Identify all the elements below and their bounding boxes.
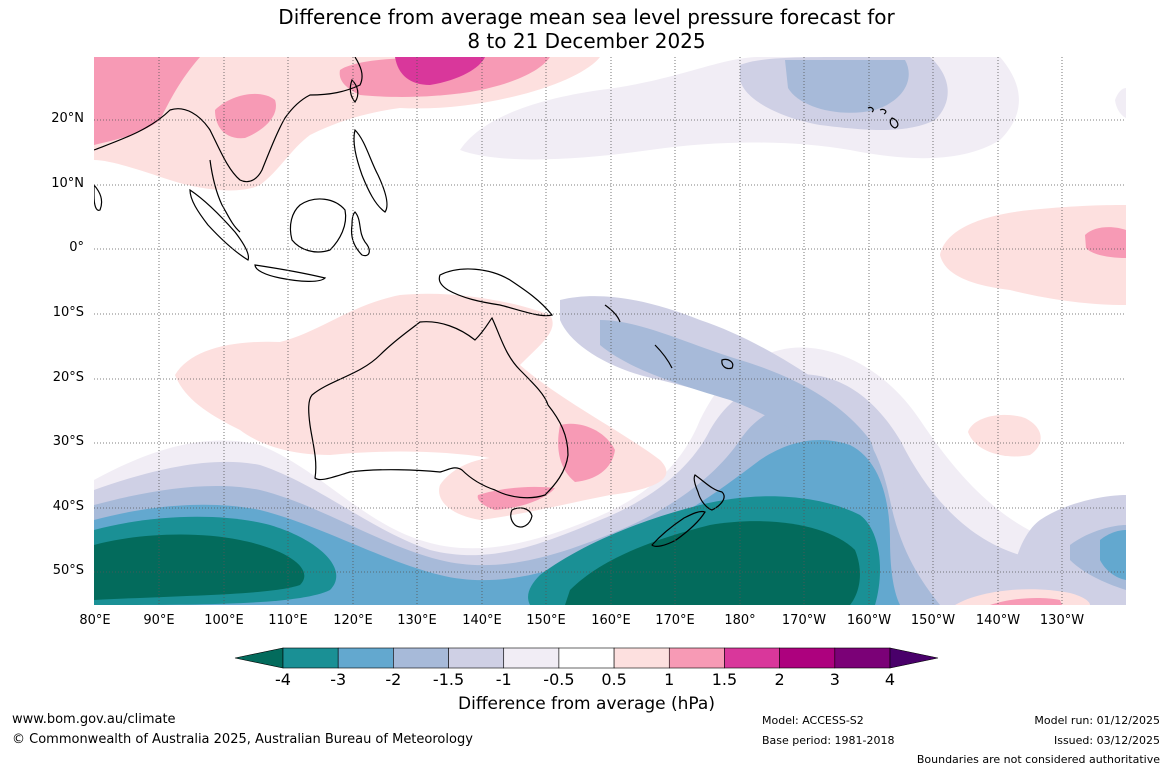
colorbar-tick-label: 1 [664, 670, 675, 689]
colorbar-cell [448, 647, 505, 669]
anomaly-region-dark-teal [94, 534, 305, 600]
coastline-hawaii [867, 106, 899, 129]
anomaly-region-light-pink-subtropical-east [968, 414, 1041, 457]
issued-date: Issued: 03/12/2025 [1053, 734, 1160, 747]
coastline-taiwan [349, 78, 359, 103]
coastline-malay-peninsula [209, 159, 241, 233]
anomaly-region-pink-east-australia [558, 423, 615, 482]
coastline-new-zealand-south [651, 510, 706, 547]
lon-label-150w: 150°W [910, 613, 956, 628]
colorbar-tick-label: -3 [330, 670, 347, 689]
anomaly-region-steel-blue-north [785, 60, 909, 113]
colorbar-extend-low [234, 647, 284, 669]
colorbar-cell [558, 647, 615, 669]
colorbar-cell [337, 647, 394, 669]
coastline-philippines [353, 128, 388, 213]
colorbar-extend-high [889, 647, 939, 669]
anomaly-region-blue-east [1100, 530, 1126, 580]
colorbar-tick-label: 3 [829, 670, 840, 689]
coastline-new-caledonia [654, 344, 673, 369]
lon-label-160w: 160°W [846, 613, 892, 628]
model-run-date: Model run: 01/12/2025 [1034, 714, 1160, 727]
lon-label-130e: 130°E [397, 613, 437, 628]
colorbar-cell [779, 647, 836, 669]
anomaly-region-steel-blue-tropical [600, 320, 874, 464]
map-title-line1: Difference from average mean sea level p… [278, 5, 895, 29]
anomaly-region-pink-equatorial-east [1085, 227, 1126, 258]
graticule [94, 57, 1126, 605]
coastline-tasmania [510, 507, 533, 528]
anomaly-region-pink-far-south [990, 597, 1062, 605]
coastline-sri-lanka [94, 184, 103, 211]
lon-label-90e: 90°E [143, 613, 175, 628]
colorbar-cell [668, 647, 725, 669]
coastline-new-zealand-north [693, 474, 725, 511]
lon-label-170e: 170°E [655, 613, 695, 628]
coastline-indochina [94, 57, 363, 183]
coastlines [94, 57, 899, 547]
lat-label-40s: 40°S [52, 499, 84, 514]
colorbar-tick-label: 2 [774, 670, 785, 689]
coastline-vanuatu-fiji [604, 304, 734, 370]
colorbar-tick-label: -0.5 [543, 670, 575, 689]
anomaly-region-dark-teal-tasman [565, 521, 860, 605]
lat-label-0: 0° [69, 240, 84, 255]
colorbar-cell [834, 647, 891, 669]
boundaries-disclaimer: Boundaries are not considered authoritat… [916, 753, 1160, 766]
anomaly-region-light-pink-australia [175, 293, 667, 520]
coastline-sulawesi [350, 211, 370, 257]
colorbar-tick-label: 4 [884, 670, 896, 689]
colorbar-tick-label: 1.5 [711, 670, 738, 689]
colorbar-cell [393, 647, 449, 669]
base-period: Base period: 1981-2018 [762, 734, 895, 747]
colorbar-tick-label: -2 [385, 670, 402, 689]
anomaly-region-magenta-north [395, 57, 485, 85]
model-name: Model: ACCESS-S2 [762, 714, 864, 727]
website-link[interactable]: www.bom.gov.au/climate [12, 712, 176, 727]
anomaly-region-pink-mainland [215, 93, 276, 139]
lon-label-140e: 140°E [462, 613, 502, 628]
lon-label-120e: 120°E [333, 613, 373, 628]
lon-label-180: 180° [724, 613, 756, 628]
pressure-anomaly-map [94, 57, 1126, 605]
colorbar-cell [613, 647, 670, 669]
lon-label-130w: 130°W [1039, 613, 1085, 628]
colorbar-tick-label: -4 [275, 670, 291, 689]
coastline-sumatra [189, 188, 250, 261]
colorbar-cell [503, 647, 560, 669]
lon-label-170w: 170°W [781, 613, 827, 628]
lon-label-150e: 150°E [526, 613, 566, 628]
lon-label-80e: 80°E [79, 613, 111, 628]
colorbar-cell [282, 647, 339, 669]
coastline-borneo [289, 198, 347, 253]
map-title-line2: 8 to 21 December 2025 [467, 29, 706, 53]
colorbar-cell [724, 647, 780, 669]
anomaly-region-light-pink-equatorial-east [940, 205, 1126, 305]
colorbar-label: Difference from average (hPa) [458, 694, 715, 714]
copyright-text: © Commonwealth of Australia 2025, Austra… [12, 732, 473, 747]
lat-label-20n: 20°N [51, 111, 84, 126]
lat-label-20s: 20°S [52, 370, 84, 385]
coastline-java [254, 264, 327, 282]
lon-label-100e: 100°E [204, 613, 244, 628]
lon-label-160e: 160°E [591, 613, 631, 628]
lat-label-10n: 10°N [51, 176, 84, 191]
lat-label-30s: 30°S [52, 434, 84, 449]
anomaly-region-pink-asia [94, 57, 200, 145]
lat-label-10s: 10°S [52, 305, 84, 320]
coastline-australia [308, 316, 569, 499]
colorbar-tick-label: -1 [495, 670, 512, 689]
colorbar-tick-label: 0.5 [601, 670, 627, 689]
lon-label-110e: 110°E [268, 613, 308, 628]
anomaly-region-pink-south-australia [477, 486, 555, 510]
anomaly-region-lavender-north-east [1115, 88, 1126, 118]
lat-label-50s: 50°S [52, 563, 84, 578]
colorbar-tick-label: -1.5 [432, 670, 465, 689]
lon-label-140w: 140°W [975, 613, 1021, 628]
